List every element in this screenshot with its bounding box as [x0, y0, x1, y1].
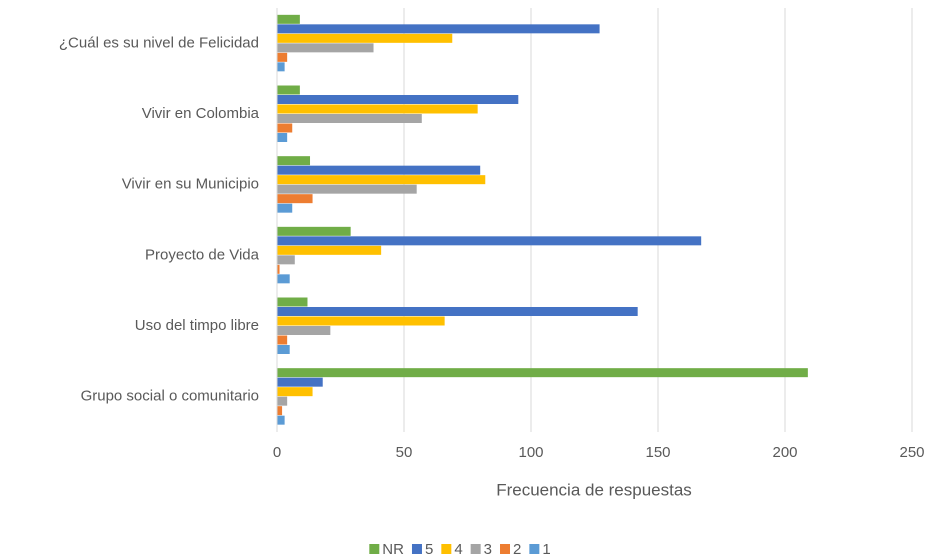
bar: [277, 297, 308, 307]
x-tick-label: 0: [273, 444, 281, 461]
bar: [277, 62, 285, 72]
bar: [277, 345, 290, 354]
legend-swatch: [500, 544, 511, 554]
x-axis-title: Frecuencia de respuestas: [496, 480, 692, 499]
bar: [277, 33, 453, 43]
bar: [277, 396, 288, 406]
bar: [277, 43, 374, 53]
x-tick-label: 50: [396, 444, 413, 461]
y-tick-label: Uso del timpo libre: [135, 317, 259, 334]
legend-swatch: [411, 544, 422, 554]
legend-swatch: [470, 544, 481, 554]
legend-label: NR: [382, 541, 404, 558]
x-tick-label: 250: [899, 444, 924, 461]
bar: [277, 264, 280, 274]
bar: [277, 194, 313, 204]
bar: [277, 156, 311, 166]
y-tick-label: ¿Cuál es su nivel de Felicidad: [59, 34, 259, 51]
bar: [277, 24, 600, 34]
legend-swatch: [369, 544, 380, 554]
x-tick-label: 150: [645, 444, 670, 461]
bar: [277, 175, 486, 185]
legend-label: 2: [513, 541, 521, 558]
y-tick-label: Vivir en su Municipio: [122, 176, 259, 193]
bar: [277, 368, 808, 378]
bar: [277, 326, 331, 335]
bar: [277, 415, 285, 425]
bar: [277, 203, 293, 213]
bar: [277, 387, 313, 397]
legend-label: 3: [484, 541, 492, 558]
bar: [277, 184, 417, 194]
bar: [277, 236, 702, 246]
bar: [277, 255, 295, 265]
bar: [277, 226, 351, 236]
y-tick-label: Proyecto de Vida: [145, 246, 260, 263]
legend-swatch: [529, 544, 540, 554]
bar: [277, 377, 323, 387]
bar: [277, 52, 288, 62]
bar: [277, 104, 478, 114]
bar: [277, 85, 300, 95]
legend-swatch: [441, 544, 452, 554]
x-tick-label: 100: [518, 444, 543, 461]
legend-label: 4: [454, 541, 462, 558]
bar: [277, 316, 445, 326]
bar: [277, 14, 300, 24]
y-tick-label: Vivir en Colombia: [142, 105, 260, 122]
legend-label: 5: [425, 541, 433, 558]
bar: [277, 165, 481, 175]
bar: [277, 274, 290, 284]
legend-label: 1: [542, 541, 550, 558]
x-tick-label: 200: [772, 444, 797, 461]
bar: [277, 307, 638, 316]
y-tick-label: Grupo social o comunitario: [81, 388, 259, 405]
bar: [277, 406, 283, 416]
bar: [277, 133, 288, 142]
bar: [277, 245, 382, 255]
bar: [277, 335, 288, 345]
bar: [277, 95, 519, 104]
bar: [277, 114, 422, 123]
bar: [277, 123, 293, 133]
